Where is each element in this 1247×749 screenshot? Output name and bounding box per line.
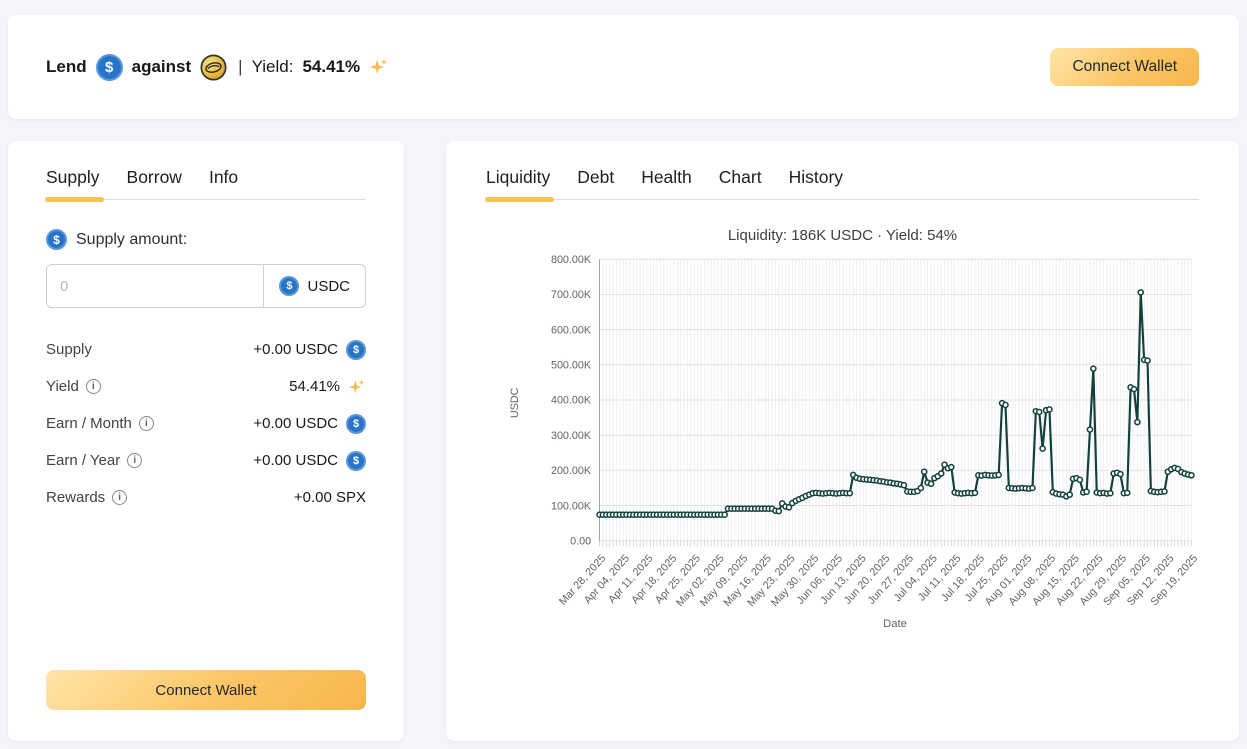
row-value: +0.00 SPX bbox=[293, 489, 366, 506]
row-label: Rewards bbox=[46, 489, 106, 506]
info-icon[interactable]: i bbox=[138, 416, 154, 431]
tab-info[interactable]: Info bbox=[208, 167, 239, 187]
y-axis-title: USDC bbox=[509, 387, 521, 418]
currency-label: USDC bbox=[307, 277, 350, 295]
usdc-icon: $ bbox=[279, 276, 300, 296]
chart-svg: 0.00 100.00K 200.00K 300.00K 400.00K 500.00K 6… bbox=[509, 254, 1200, 630]
row-label: Supply bbox=[46, 341, 92, 358]
svg-text:100.00K: 100.00K bbox=[551, 500, 592, 512]
pair-info: Lend $ against | Yield: 54.41% bbox=[46, 53, 389, 81]
connect-wallet-button[interactable]: Connect Wallet bbox=[46, 670, 366, 710]
svg-text:700.00K: 700.00K bbox=[551, 289, 592, 301]
stat-row-earn-month: Earn / Month i +0.00 USDC $ bbox=[46, 405, 366, 442]
usdc-icon: $ bbox=[346, 450, 366, 471]
yield-value: 54.41% bbox=[302, 57, 361, 76]
tab-supply[interactable]: Supply bbox=[45, 167, 103, 202]
stat-row-earn-year: Earn / Year i +0.00 USDC $ bbox=[46, 442, 366, 479]
header: Lend $ against | Yield: 54.41% bbox=[8, 15, 1239, 119]
svg-text:200.00K: 200.00K bbox=[551, 465, 592, 477]
tab-chart[interactable]: Chart bbox=[718, 167, 762, 187]
market-panel: Liquidity Debt Health Chart History Liqu… bbox=[446, 141, 1239, 741]
separator: | bbox=[238, 57, 243, 76]
row-value: +0.00 USDC bbox=[253, 341, 338, 358]
supply-amount-box: $ USDC bbox=[46, 264, 366, 308]
against-label: against bbox=[131, 57, 192, 76]
sparkles-icon bbox=[369, 57, 389, 77]
svg-text:300.00K: 300.00K bbox=[551, 430, 592, 442]
info-icon[interactable]: i bbox=[85, 379, 101, 394]
svg-text:500.00K: 500.00K bbox=[551, 360, 592, 372]
tab-liquidity[interactable]: Liquidity bbox=[484, 167, 555, 202]
info-icon[interactable]: i bbox=[127, 453, 143, 468]
stats-list: Supply +0.00 USDC $ Yield i 54.41% bbox=[46, 331, 366, 516]
stat-row-yield: Yield i 54.41% bbox=[46, 368, 366, 405]
lend-panel: Supply Borrow Info $ Supply amount: $ US… bbox=[8, 141, 404, 741]
supply-amount-input[interactable] bbox=[47, 265, 264, 307]
supply-amount-label-row: $ Supply amount: bbox=[46, 229, 366, 250]
tab-health[interactable]: Health bbox=[641, 167, 692, 187]
lend-label: Lend bbox=[46, 57, 87, 76]
currency-segment: $ USDC bbox=[263, 265, 365, 307]
row-label: Earn / Year bbox=[46, 452, 121, 469]
svg-text:600.00K: 600.00K bbox=[551, 324, 592, 336]
svg-text:400.00K: 400.00K bbox=[551, 395, 592, 407]
usdc-icon: $ bbox=[95, 53, 123, 81]
stat-row-supply: Supply +0.00 USDC $ bbox=[46, 331, 366, 368]
x-axis-title: Date bbox=[883, 618, 907, 630]
tab-borrow[interactable]: Borrow bbox=[126, 167, 182, 187]
row-value: 54.41% bbox=[289, 378, 340, 395]
sparkles-icon bbox=[348, 378, 366, 396]
supply-amount-label: Supply amount: bbox=[76, 230, 188, 248]
row-label: Earn / Month bbox=[46, 415, 132, 432]
spx-icon bbox=[200, 53, 227, 81]
left-panel-tabs: Supply Borrow Info bbox=[45, 167, 366, 202]
info-icon[interactable]: i bbox=[112, 490, 128, 505]
usdc-icon: $ bbox=[346, 339, 366, 360]
chart-title: Liquidity: 186K USDC · Yield: 54% bbox=[727, 227, 958, 244]
svg-text:0.00: 0.00 bbox=[570, 535, 591, 547]
svg-text:800.00K: 800.00K bbox=[551, 254, 592, 266]
tab-history[interactable]: History bbox=[788, 167, 844, 187]
yield-label: Yield: bbox=[251, 57, 294, 76]
tab-debt[interactable]: Debt bbox=[577, 167, 615, 187]
row-value: +0.00 USDC bbox=[253, 415, 338, 432]
right-panel-tabs: Liquidity Debt Health Chart History bbox=[484, 167, 1199, 202]
connect-wallet-button[interactable]: Connect Wallet bbox=[1050, 48, 1199, 86]
liquidity-chart: 0.00 100.00K 200.00K 300.00K 400.00K 500.00K 6… bbox=[486, 248, 1200, 640]
row-label: Yield bbox=[46, 378, 79, 395]
row-value: +0.00 USDC bbox=[253, 452, 338, 469]
stat-row-rewards: Rewards i +0.00 SPX bbox=[46, 479, 366, 516]
usdc-icon: $ bbox=[46, 229, 67, 250]
usdc-icon: $ bbox=[346, 413, 366, 434]
